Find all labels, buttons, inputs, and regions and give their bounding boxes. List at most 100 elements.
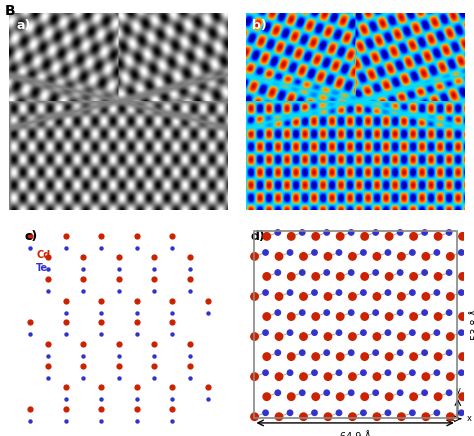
Circle shape (385, 353, 393, 360)
Circle shape (324, 390, 329, 395)
Circle shape (373, 413, 381, 420)
Circle shape (324, 373, 332, 380)
Circle shape (373, 390, 378, 395)
Circle shape (459, 250, 464, 255)
Circle shape (434, 272, 442, 280)
Circle shape (447, 230, 452, 235)
Circle shape (447, 333, 454, 340)
Circle shape (312, 330, 317, 335)
Circle shape (300, 253, 307, 260)
Circle shape (300, 350, 305, 355)
Circle shape (300, 390, 305, 395)
Circle shape (300, 293, 307, 300)
Circle shape (434, 313, 442, 320)
Circle shape (288, 393, 295, 400)
Text: c): c) (24, 230, 37, 243)
Circle shape (385, 233, 393, 240)
Circle shape (385, 272, 393, 280)
Circle shape (434, 353, 442, 360)
Circle shape (263, 272, 271, 280)
Circle shape (447, 253, 454, 260)
Circle shape (422, 253, 429, 260)
Circle shape (385, 290, 391, 295)
Circle shape (288, 313, 295, 320)
Circle shape (287, 250, 293, 255)
Text: Cd: Cd (36, 249, 50, 259)
Circle shape (422, 310, 428, 315)
Circle shape (447, 310, 452, 315)
Circle shape (275, 373, 283, 380)
Circle shape (434, 233, 442, 240)
Circle shape (410, 353, 418, 360)
Circle shape (373, 333, 381, 340)
Circle shape (410, 370, 415, 375)
Circle shape (336, 370, 342, 375)
Circle shape (385, 393, 393, 400)
Circle shape (275, 333, 283, 340)
Circle shape (275, 413, 283, 420)
Text: d): d) (251, 230, 265, 243)
Circle shape (422, 350, 428, 355)
Circle shape (324, 270, 329, 275)
Circle shape (337, 393, 344, 400)
Circle shape (312, 353, 319, 360)
Circle shape (361, 370, 366, 375)
Circle shape (251, 373, 258, 380)
Circle shape (447, 390, 452, 395)
Circle shape (263, 250, 268, 255)
Circle shape (361, 233, 368, 240)
Circle shape (422, 413, 429, 420)
Circle shape (373, 310, 378, 315)
Text: x: x (467, 414, 472, 423)
Circle shape (459, 233, 466, 240)
Circle shape (336, 290, 342, 295)
Circle shape (385, 410, 391, 416)
Circle shape (422, 230, 428, 235)
Circle shape (459, 353, 466, 360)
Circle shape (398, 373, 405, 380)
Circle shape (251, 293, 258, 300)
Text: B: B (5, 4, 15, 18)
Circle shape (312, 250, 317, 255)
Circle shape (410, 272, 418, 280)
Circle shape (361, 272, 368, 280)
Circle shape (324, 293, 332, 300)
Text: z: z (451, 414, 456, 423)
Circle shape (251, 253, 258, 260)
Circle shape (410, 233, 418, 240)
Circle shape (373, 373, 381, 380)
Circle shape (385, 370, 391, 375)
Circle shape (300, 413, 307, 420)
Circle shape (312, 290, 317, 295)
Text: Te: Te (36, 263, 48, 273)
Circle shape (361, 410, 366, 416)
Circle shape (287, 410, 293, 416)
Circle shape (410, 313, 418, 320)
Circle shape (275, 350, 281, 355)
Circle shape (312, 272, 319, 280)
Text: 64.9 Å: 64.9 Å (339, 432, 371, 436)
Circle shape (337, 272, 344, 280)
Circle shape (459, 410, 464, 416)
Circle shape (288, 353, 295, 360)
Circle shape (373, 293, 381, 300)
Circle shape (324, 253, 332, 260)
Circle shape (385, 330, 391, 335)
Circle shape (398, 293, 405, 300)
Circle shape (324, 230, 329, 235)
Circle shape (287, 370, 293, 375)
Circle shape (348, 230, 354, 235)
Circle shape (349, 333, 356, 340)
Circle shape (422, 293, 429, 300)
Circle shape (337, 353, 344, 360)
Circle shape (263, 233, 271, 240)
Circle shape (263, 290, 268, 295)
Circle shape (373, 230, 378, 235)
Circle shape (422, 333, 429, 340)
Circle shape (251, 333, 258, 340)
Circle shape (434, 370, 439, 375)
Circle shape (459, 313, 466, 320)
Circle shape (263, 353, 271, 360)
Text: y: y (456, 386, 461, 395)
Circle shape (447, 293, 454, 300)
